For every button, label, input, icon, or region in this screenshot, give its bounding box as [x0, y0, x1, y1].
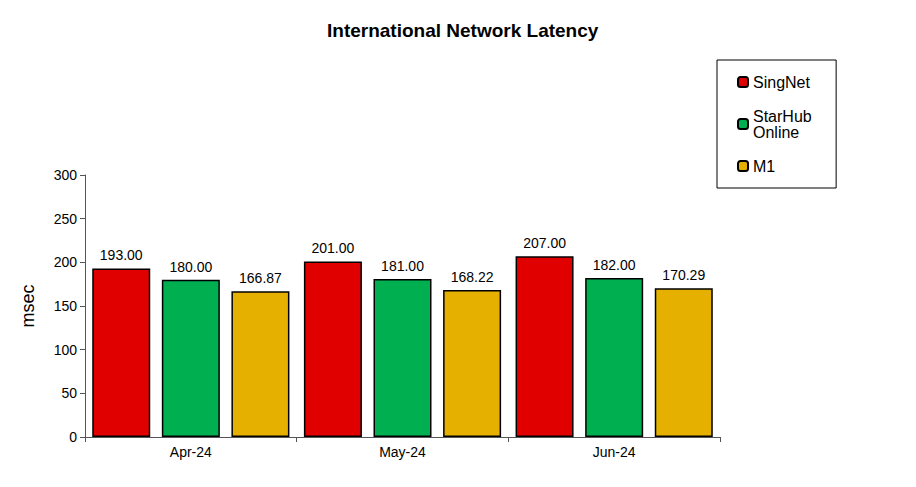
svg-text:StarHub: StarHub: [753, 108, 816, 125]
svg-text:M1: M1: [753, 158, 775, 175]
svg-text:May-24: May-24: [379, 444, 426, 460]
svg-text:International Network Latency: International Network Latency: [327, 20, 599, 41]
svg-text:Jun-24: Jun-24: [593, 444, 636, 460]
svg-text:250: 250: [54, 211, 78, 227]
svg-text:Online: Online: [753, 124, 799, 141]
svg-text:181.00: 181.00: [381, 258, 424, 274]
svg-text:193.00: 193.00: [100, 247, 143, 263]
svg-text:Apr-24: Apr-24: [170, 444, 212, 460]
svg-text:150: 150: [54, 298, 78, 314]
svg-text:200: 200: [54, 254, 78, 270]
svg-text:180.00: 180.00: [169, 259, 212, 275]
svg-text:SingNet: SingNet: [753, 74, 810, 91]
svg-text:166.87: 166.87: [239, 270, 282, 286]
svg-text:170.29: 170.29: [662, 267, 705, 283]
svg-text:168.22: 168.22: [451, 269, 494, 285]
svg-text:201.00: 201.00: [311, 240, 354, 256]
svg-text:0: 0: [69, 429, 77, 445]
svg-text:50: 50: [61, 385, 77, 401]
svg-text:300: 300: [54, 167, 78, 183]
svg-text:msec: msec: [18, 284, 38, 327]
svg-text:182.00: 182.00: [593, 257, 636, 273]
svg-text:207.00: 207.00: [523, 235, 566, 251]
svg-text:100: 100: [54, 342, 78, 358]
